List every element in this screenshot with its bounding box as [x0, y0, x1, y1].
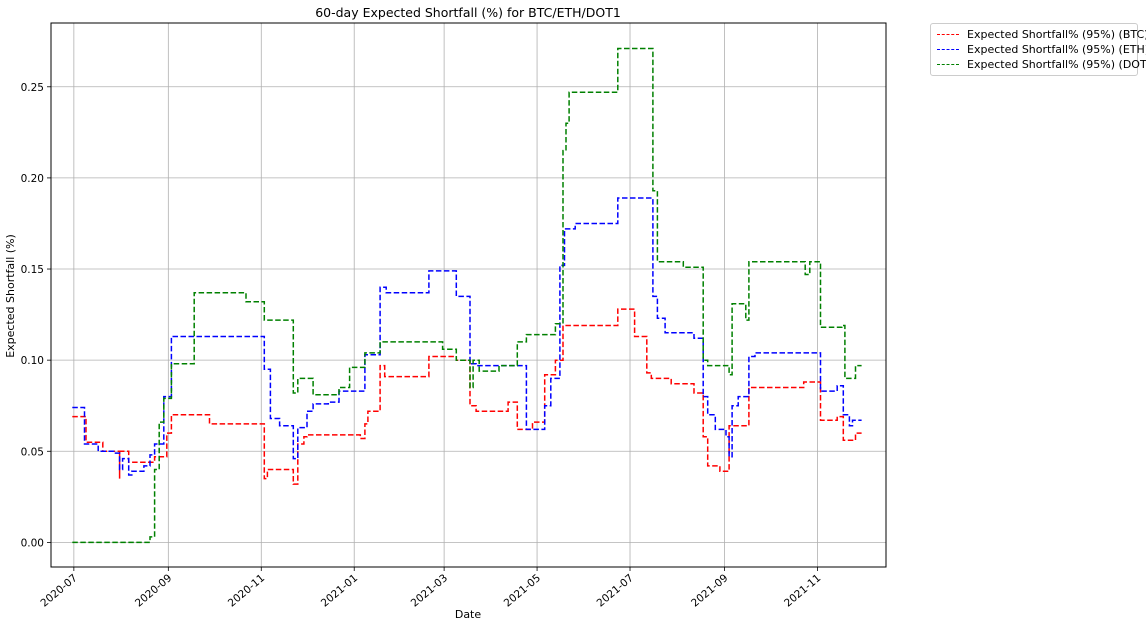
x-tick-label: 2021-07 — [595, 572, 636, 609]
y-axis-label: Expected Shortfall (%) — [4, 234, 17, 358]
x-tick-label: 2021-05 — [502, 572, 543, 609]
y-tick-label: 0.00 — [21, 537, 44, 549]
y-tick-label: 0.05 — [21, 446, 44, 458]
legend-label: Expected Shortfall% (95%) (DOT1) — [967, 58, 1146, 71]
x-tick-label: 2021-03 — [409, 572, 450, 609]
y-tick-label: 0.10 — [21, 355, 44, 367]
legend-item: Expected Shortfall% (95%) (DOT1) — [937, 57, 1146, 72]
x-tick-label: 2020-09 — [133, 572, 174, 609]
y-tick-label: 0.15 — [21, 264, 44, 276]
legend: Expected Shortfall% (95%) (BTC) Expected … — [930, 23, 1146, 76]
plot-frame — [50, 22, 887, 568]
series-line-0 — [72, 308, 862, 485]
series-lines — [72, 47, 862, 544]
legend-swatch — [937, 34, 959, 35]
legend-label: Expected Shortfall% (95%) (ETH) — [967, 43, 1146, 56]
series-line-2 — [72, 47, 862, 544]
legend-item: Expected Shortfall% (95%) (BTC) — [937, 27, 1146, 42]
grid-lines — [51, 23, 886, 567]
x-tick-label: 2020-11 — [226, 572, 267, 609]
x-axis-label: Date — [455, 608, 482, 621]
chart-title: 60-day Expected Shortfall (%) for BTC/ET… — [315, 5, 621, 20]
legend-swatch — [937, 64, 959, 65]
legend-swatch — [937, 49, 959, 50]
y-tick-label: 0.20 — [21, 173, 44, 185]
legend-item: Expected Shortfall% (95%) (ETH) — [937, 42, 1146, 57]
x-tick-label: 2020-07 — [38, 572, 79, 609]
y-tick-label: 0.25 — [21, 82, 44, 94]
series-line-1 — [72, 197, 862, 476]
x-tick-label: 2021-11 — [782, 572, 823, 609]
x-tick-label: 2021-09 — [689, 572, 730, 609]
x-tick-label: 2021-01 — [319, 572, 360, 609]
legend-label: Expected Shortfall% (95%) (BTC) — [967, 28, 1146, 41]
